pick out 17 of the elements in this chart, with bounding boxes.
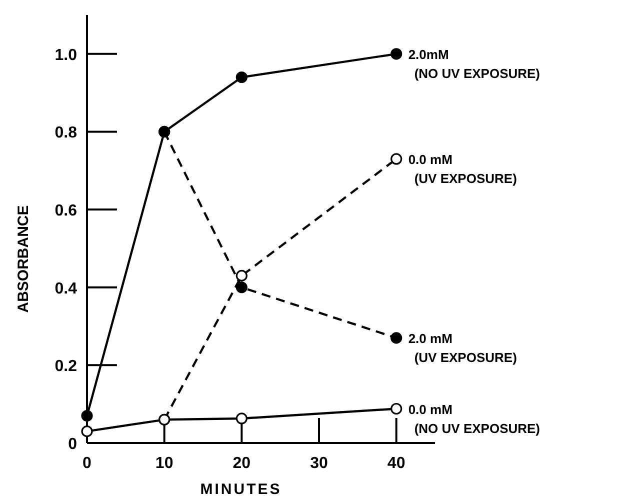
x-tick-label: 30 [310,455,328,472]
y-tick-label: 0.6 [54,202,78,220]
y-tick-label: 0.2 [54,358,78,376]
y-tick-label: 0.4 [54,280,78,298]
y-tick-label: 0.8 [54,124,78,142]
x-tick-label: 10 [155,455,174,472]
x-axis-title: MINUTES [200,481,282,498]
x-tick-label: 20 [232,455,251,472]
y-axis-title: ABSORBANCE [15,205,32,313]
series-label: 0.0 mM (NO UV EXPOSURE) [408,402,540,436]
series-label: 0.0 mM (UV EXPOSURE) [408,152,517,186]
y-tick-label: 1.0 [54,46,78,64]
x-tick-label: 0 [82,455,92,472]
series-label: 2.0mM (NO UV EXPOSURE) [408,46,540,81]
y-tick-label: 0 [68,436,78,453]
x-tick-label: 40 [387,455,406,472]
series-label: 2.0 mM (UV EXPOSURE) [408,330,517,365]
